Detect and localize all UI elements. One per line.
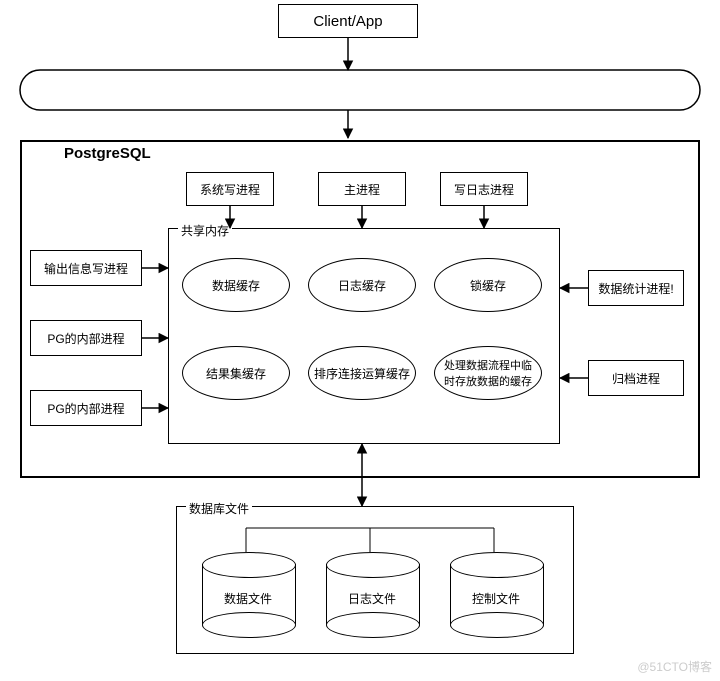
stats-process-box: 数据统计进程! — [588, 270, 684, 306]
log-buffer-ellipse: 日志缓存 — [308, 258, 416, 312]
driver-text: JDBC/ODBC/...... — [302, 80, 418, 97]
log-file-cylinder: 日志文件 — [326, 552, 418, 642]
stats-label: 数据统计进程! — [598, 280, 673, 297]
watermark-text: @51CTO博客 — [637, 658, 712, 675]
log-buffer-label: 日志缓存 — [338, 277, 386, 294]
sort-buffer-label: 排序连接运算缓存 — [314, 365, 410, 382]
log-file-label: 日志文件 — [326, 590, 418, 607]
result-buffer-label: 结果集缓存 — [206, 365, 266, 382]
master-label: 主进程 — [344, 181, 380, 198]
sys-write-process-box: 系统写进程 — [186, 172, 274, 206]
output-write-label: 输出信息写进程 — [44, 260, 128, 277]
pg-internal-2-label: PG的内部进程 — [47, 400, 124, 417]
shared-memory-title: 共享内存 — [178, 222, 232, 239]
data-file-label: 数据文件 — [202, 590, 294, 607]
lock-buffer-label: 锁缓存 — [470, 277, 506, 294]
db-files-title: 数据库文件 — [186, 500, 252, 517]
control-file-cylinder: 控制文件 — [450, 552, 542, 642]
log-write-process-box: 写日志进程 — [440, 172, 528, 206]
pg-title: PostgreSQL — [62, 145, 153, 162]
master-process-box: 主进程 — [318, 172, 406, 206]
client-label: Client/App — [313, 13, 382, 30]
result-buffer-ellipse: 结果集缓存 — [182, 346, 290, 400]
client-app-box: Client/App — [278, 4, 418, 38]
pg-internal-1-label: PG的内部进程 — [47, 330, 124, 347]
output-write-process-box: 输出信息写进程 — [30, 250, 142, 286]
lock-buffer-ellipse: 锁缓存 — [434, 258, 542, 312]
data-buffer-label: 数据缓存 — [212, 277, 260, 294]
sort-buffer-ellipse: 排序连接运算缓存 — [308, 346, 416, 400]
control-file-label: 控制文件 — [450, 590, 542, 607]
temp-buffer-label: 处理数据流程中临时存放数据的缓存 — [441, 357, 535, 389]
pg-internal-process-1-box: PG的内部进程 — [30, 320, 142, 356]
log-write-label: 写日志进程 — [454, 181, 514, 198]
sys-write-label: 系统写进程 — [200, 181, 260, 198]
temp-buffer-ellipse: 处理数据流程中临时存放数据的缓存 — [434, 346, 542, 400]
data-file-cylinder: 数据文件 — [202, 552, 294, 642]
pg-internal-process-2-box: PG的内部进程 — [30, 390, 142, 426]
archive-label: 归档进程 — [612, 370, 660, 387]
driver-label: JDBC/ODBC/...... — [0, 80, 720, 97]
archive-process-box: 归档进程 — [588, 360, 684, 396]
data-buffer-ellipse: 数据缓存 — [182, 258, 290, 312]
diagram-stage: Client/App JDBC/ODBC/...... PostgreSQL 系… — [0, 0, 720, 681]
